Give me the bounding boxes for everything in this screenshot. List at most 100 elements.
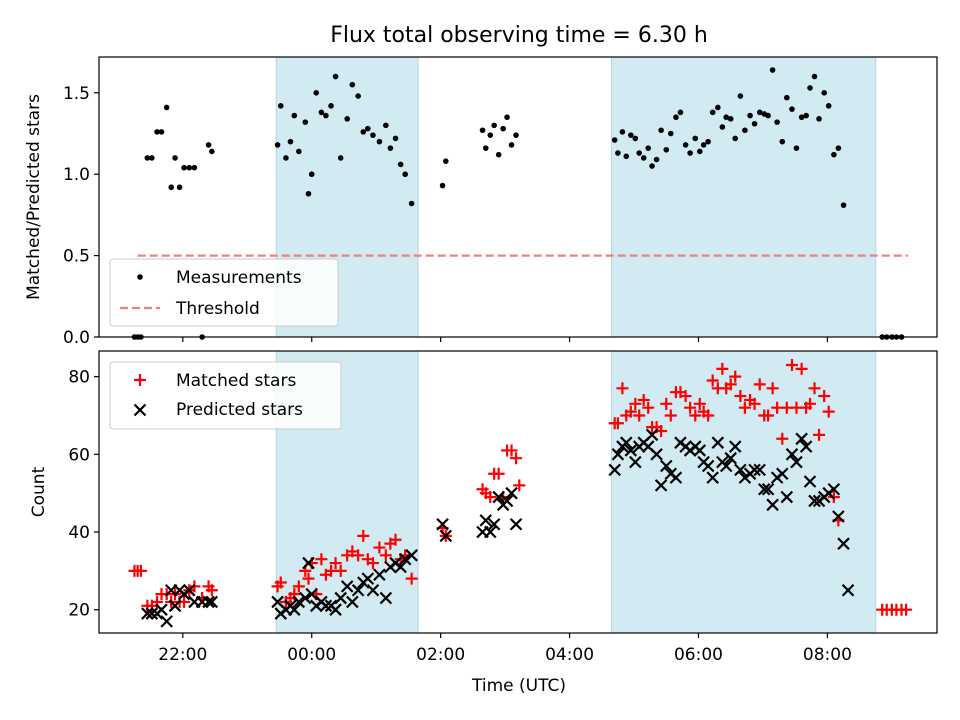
predicted-point-40	[398, 552, 412, 566]
predicted-point-1	[145, 607, 159, 620]
measurement-point-48	[482, 145, 489, 151]
predicted-point-0	[141, 607, 154, 620]
predicted-point-53	[608, 463, 621, 477]
predicted-point-104	[841, 583, 855, 597]
measurement-point-68	[663, 146, 670, 153]
top-ytick-label-2: 1.0	[63, 165, 90, 185]
measurement-point-52	[500, 125, 506, 132]
predicted-point-35	[373, 568, 386, 582]
matched-point-59	[616, 382, 629, 395]
predicted-point-28	[334, 591, 348, 605]
matched-point-27	[315, 553, 328, 566]
matched-point-56	[513, 479, 526, 492]
measurement-point-49	[487, 132, 494, 138]
measurement-point-84	[737, 93, 744, 99]
predicted-point-22	[305, 587, 319, 601]
measurement-point-7	[163, 104, 170, 111]
predicted-point-52	[509, 517, 523, 531]
measurement-point-29	[328, 103, 334, 109]
matched-point-64	[637, 393, 650, 406]
measurement-point-81	[723, 114, 730, 121]
matched-point-37	[366, 557, 379, 570]
predicted-point-78	[719, 459, 733, 473]
matched-point-75	[689, 409, 702, 422]
predicted-point-67	[669, 471, 683, 484]
matched-point-31	[334, 564, 347, 577]
measurement-point-45	[439, 182, 446, 189]
matched-point-54	[505, 444, 518, 457]
top-panel: 0.0 0.5 1.0 1.5	[63, 56, 938, 348]
matched-point-65	[642, 401, 655, 414]
predicted-point-3	[155, 603, 168, 616]
measurement-point-15	[205, 142, 212, 148]
matched-point-73	[679, 390, 692, 403]
measurement-point-64	[645, 145, 652, 151]
predicted-point-31	[351, 583, 365, 597]
predicted-point-95	[799, 440, 813, 453]
predicted-point-63	[650, 448, 663, 461]
measurement-point-94	[784, 94, 790, 101]
measurement-point-43	[402, 171, 408, 178]
bottom-xtick-label-3: 04:00	[545, 645, 594, 665]
predicted-point-94	[795, 432, 808, 446]
predicted-point-9	[182, 583, 196, 597]
measurement-point-75	[696, 148, 703, 155]
measurement-point-6	[158, 129, 165, 135]
measurement-point-96	[793, 145, 800, 151]
measurement-point-23	[302, 119, 309, 125]
measurement-point-72	[682, 142, 689, 148]
predicted-point-54	[611, 448, 625, 461]
measurement-point-54	[508, 142, 515, 148]
predicted-point-4	[160, 615, 173, 628]
predicted-point-92	[785, 448, 799, 461]
measurement-point-58	[619, 129, 626, 135]
matched-point-85	[734, 390, 747, 403]
measurement-point-12	[186, 164, 193, 171]
predicted-point-27	[329, 603, 342, 616]
measurement-point-66	[653, 156, 660, 163]
measurement-point-26	[313, 90, 320, 96]
predicted-point-88	[766, 498, 779, 512]
bottom-xtick-label-5: 08:00	[803, 645, 852, 665]
predicted-point-80	[728, 440, 742, 453]
legend-matched-swatch	[134, 374, 146, 386]
measurement-point-5	[154, 129, 160, 135]
predicted-point-51	[505, 486, 518, 500]
matched-point-38	[373, 541, 386, 554]
bottom-xlabel: Time (UTC)	[471, 676, 566, 696]
predicted-point-34	[366, 583, 380, 597]
measurement-point-19	[283, 155, 289, 161]
measurement-point-53	[504, 114, 510, 121]
matched-point-84	[729, 370, 742, 383]
figure-title: Flux total observing time = 6.30 h	[330, 23, 708, 48]
measurement-point-41	[392, 135, 399, 142]
matched-point-63	[633, 409, 646, 422]
predicted-point-97	[808, 494, 821, 508]
matched-point-44	[405, 572, 418, 585]
bottom-ytick-label-2: 60	[68, 445, 90, 465]
predicted-point-48	[492, 490, 505, 504]
measurement-point-76	[700, 142, 707, 148]
measurement-point-33	[349, 81, 356, 88]
matched-point-62	[629, 397, 642, 410]
matched-point-18	[274, 576, 287, 589]
predicted-point-79	[724, 451, 738, 465]
predicted-point-47	[487, 517, 501, 531]
measurement-point-10	[176, 184, 183, 191]
measurement-point-69	[667, 130, 674, 137]
measurement-point-93	[779, 138, 786, 145]
measurement-point-70	[673, 114, 679, 121]
predicted-point-87	[761, 483, 775, 496]
matched-point-96	[785, 358, 798, 371]
matched-point-102	[813, 428, 826, 441]
top-axes-frame	[98, 56, 938, 338]
measurement-point-90	[765, 112, 771, 119]
predicted-point-62	[645, 428, 659, 442]
bottom-ytick-label-0: 20	[68, 601, 90, 621]
matched-point-81	[716, 362, 729, 375]
predicted-point-102	[832, 510, 845, 523]
matched-point-16	[205, 584, 218, 597]
predicted-point-21	[302, 556, 315, 570]
measurement-point-65	[649, 163, 655, 169]
matched-point-83	[724, 378, 737, 391]
